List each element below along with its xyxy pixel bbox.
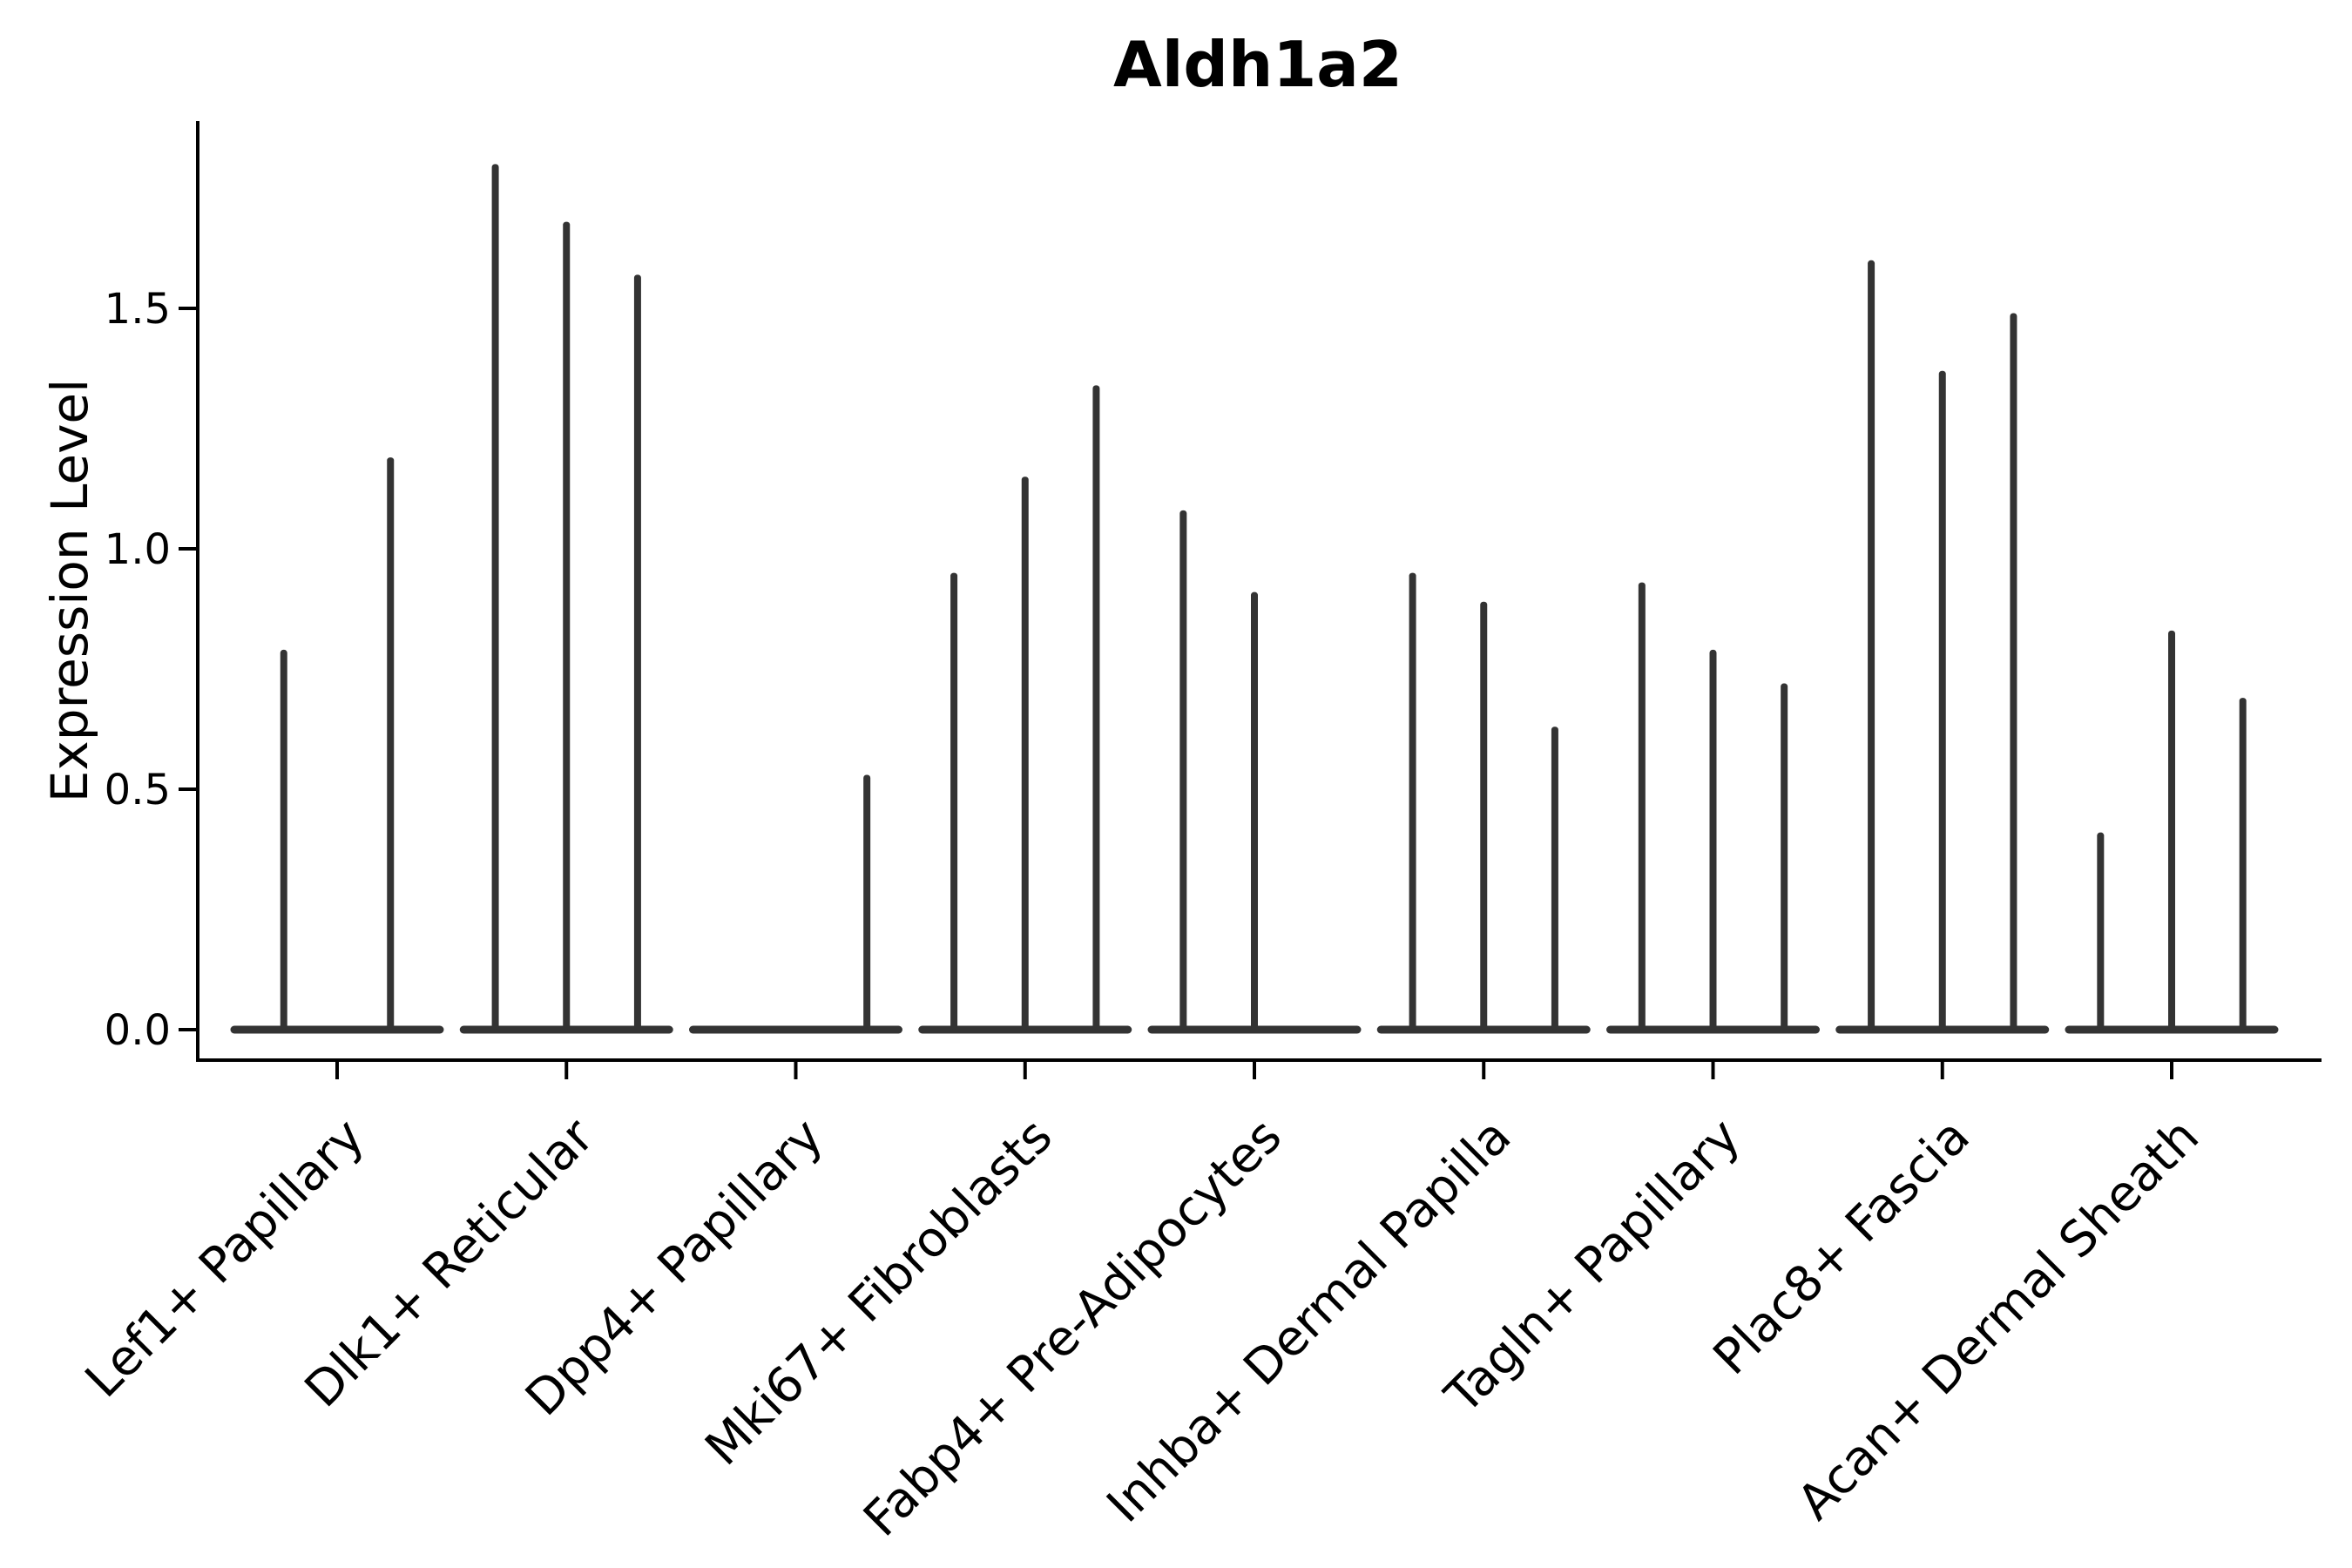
- x-tick: [1482, 1062, 1486, 1079]
- x-tick-label: Fabp4+ Pre-Adipocytes: [853, 1108, 1293, 1548]
- x-tick: [2170, 1062, 2173, 1079]
- x-tick: [1253, 1062, 1256, 1079]
- violin-spike: [1409, 572, 1416, 1030]
- violin-spike: [491, 164, 499, 1030]
- x-tick-label: Inhba+ Dermal Papilla: [1097, 1108, 1523, 1534]
- violin-spike: [2097, 832, 2105, 1030]
- y-axis-label: Expression Level: [40, 379, 99, 802]
- violin-spike: [387, 457, 395, 1030]
- violin-spike: [1480, 601, 1488, 1030]
- violin-spike: [633, 274, 641, 1030]
- x-tick: [335, 1062, 339, 1079]
- violin-spike: [2239, 698, 2247, 1030]
- violin-spike: [1781, 683, 1788, 1030]
- y-tick-label: 1.0: [105, 525, 171, 574]
- x-tick: [1711, 1062, 1715, 1079]
- violin-base: [689, 1025, 902, 1034]
- x-tick: [1940, 1062, 1944, 1079]
- violin-spike: [1709, 649, 1717, 1030]
- violin-base: [230, 1025, 444, 1034]
- violin-spike: [1551, 727, 1558, 1030]
- y-axis-spine: [196, 121, 199, 1062]
- violin-spike: [1868, 260, 1876, 1030]
- violin-spike: [280, 649, 287, 1030]
- y-tick-label: 0.0: [105, 1006, 171, 1055]
- chart-title: Aldh1a2: [1113, 28, 1402, 101]
- violin-spike: [950, 572, 958, 1030]
- violin-spike: [1092, 385, 1100, 1030]
- violin-spike: [1021, 476, 1029, 1030]
- x-tick: [564, 1062, 569, 1079]
- y-tick: [179, 1028, 198, 1031]
- y-tick-label: 0.5: [105, 766, 171, 814]
- violin-spike: [2010, 313, 2017, 1030]
- y-tick: [179, 787, 198, 791]
- violin-spike: [1251, 591, 1258, 1030]
- violin-spike: [1179, 510, 1187, 1030]
- violin-spike: [1638, 582, 1646, 1030]
- x-axis-spine: [196, 1058, 2322, 1062]
- y-tick: [179, 547, 198, 551]
- violin-spike: [563, 221, 571, 1030]
- y-tick: [179, 307, 198, 310]
- y-tick-label: 1.5: [105, 285, 171, 334]
- violin-spike: [863, 774, 871, 1030]
- x-tick: [1023, 1062, 1027, 1079]
- violin-spike: [2168, 630, 2175, 1030]
- x-tick: [794, 1062, 798, 1079]
- x-tick-label: Acan+ Dermal Sheath: [1787, 1108, 2210, 1531]
- violin-spike: [1938, 370, 1946, 1030]
